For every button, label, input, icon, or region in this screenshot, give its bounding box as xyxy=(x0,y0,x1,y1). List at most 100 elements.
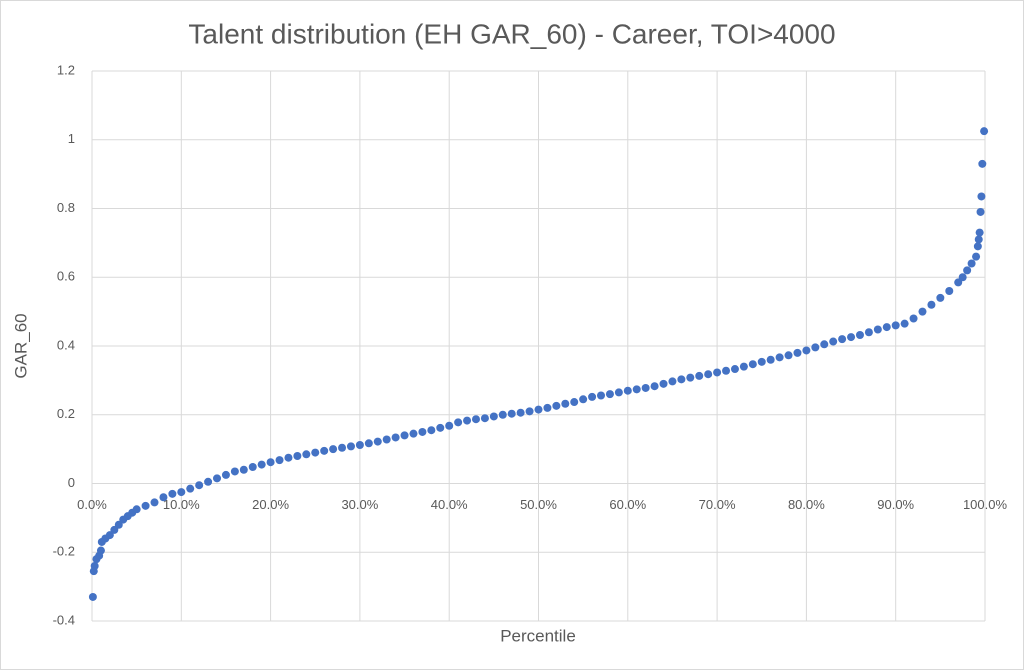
point xyxy=(784,351,793,360)
point xyxy=(489,412,498,421)
y-tick-label: 0.2 xyxy=(57,406,75,421)
x-axis-label: Percentile xyxy=(500,626,576,645)
point xyxy=(248,463,257,471)
x-tick-label: 80.0% xyxy=(788,497,825,512)
point xyxy=(775,353,784,362)
x-tick-label: 20.0% xyxy=(252,497,289,512)
point xyxy=(132,505,141,514)
point xyxy=(882,323,891,332)
point xyxy=(346,442,355,451)
point xyxy=(748,360,757,369)
point xyxy=(605,390,614,399)
point xyxy=(641,383,650,392)
x-tick-label: 90.0% xyxy=(877,497,914,512)
point xyxy=(561,399,570,408)
point xyxy=(150,498,159,507)
y-tick-label: -0.2 xyxy=(53,544,75,559)
point xyxy=(400,431,409,440)
point xyxy=(498,410,507,419)
point xyxy=(239,465,248,474)
x-tick-label: 0.0% xyxy=(77,497,107,512)
point xyxy=(507,409,516,418)
point xyxy=(213,474,222,483)
x-tick-label: 50.0% xyxy=(520,497,557,512)
point xyxy=(802,346,811,355)
chart-title: Talent distribution (EH GAR_60) - Career… xyxy=(188,18,835,49)
point xyxy=(284,453,293,462)
point xyxy=(110,525,119,534)
point xyxy=(722,366,731,375)
point xyxy=(873,325,882,334)
point xyxy=(293,452,302,460)
point xyxy=(391,433,400,442)
point xyxy=(454,418,463,427)
point xyxy=(230,467,239,476)
x-tick-label: 100.0% xyxy=(963,497,1008,512)
point xyxy=(614,388,623,397)
point xyxy=(525,407,534,416)
point xyxy=(159,493,168,502)
point xyxy=(436,423,445,432)
point xyxy=(739,362,748,371)
y-tick-label: 0.8 xyxy=(57,200,75,215)
point xyxy=(114,520,123,529)
point xyxy=(973,242,982,251)
point xyxy=(409,429,418,438)
point xyxy=(977,192,986,201)
point xyxy=(471,415,480,424)
y-axis-label: GAR_60 xyxy=(11,313,30,378)
y-tick-label: 0 xyxy=(68,475,75,490)
point xyxy=(355,441,364,449)
point xyxy=(766,355,775,364)
point xyxy=(534,405,543,414)
point xyxy=(88,592,97,601)
point xyxy=(976,207,985,216)
point xyxy=(936,293,945,302)
point xyxy=(945,287,954,295)
point xyxy=(974,235,983,244)
point xyxy=(552,401,561,410)
point xyxy=(105,531,114,540)
point xyxy=(382,435,391,444)
point xyxy=(864,328,873,337)
point xyxy=(195,481,204,490)
point xyxy=(96,546,105,555)
point xyxy=(927,300,936,309)
point xyxy=(543,403,552,412)
point xyxy=(373,437,382,446)
point xyxy=(980,127,989,136)
point xyxy=(958,273,967,282)
x-tick-label: 10.0% xyxy=(163,497,200,512)
point xyxy=(650,382,659,391)
point xyxy=(713,368,722,377)
point xyxy=(579,395,588,404)
point xyxy=(900,319,909,328)
point xyxy=(204,477,213,486)
point xyxy=(186,484,195,493)
point xyxy=(597,391,606,400)
point xyxy=(177,488,186,497)
point xyxy=(668,377,677,386)
point xyxy=(480,414,489,423)
y-tick-label: -0.4 xyxy=(53,612,75,627)
point xyxy=(757,357,766,366)
point xyxy=(168,489,177,498)
point xyxy=(141,501,150,510)
point xyxy=(275,456,284,465)
point xyxy=(954,278,963,287)
point xyxy=(695,371,704,380)
point xyxy=(463,416,472,425)
point xyxy=(677,375,686,384)
point xyxy=(686,373,695,382)
y-tick-label: 0.6 xyxy=(57,269,75,284)
point xyxy=(838,335,847,344)
point xyxy=(570,398,579,407)
point xyxy=(855,331,864,339)
point xyxy=(311,448,320,457)
x-tick-label: 60.0% xyxy=(609,497,646,512)
point xyxy=(730,365,739,374)
point xyxy=(891,321,900,330)
point xyxy=(909,314,918,323)
point xyxy=(364,439,373,448)
point xyxy=(302,450,311,459)
